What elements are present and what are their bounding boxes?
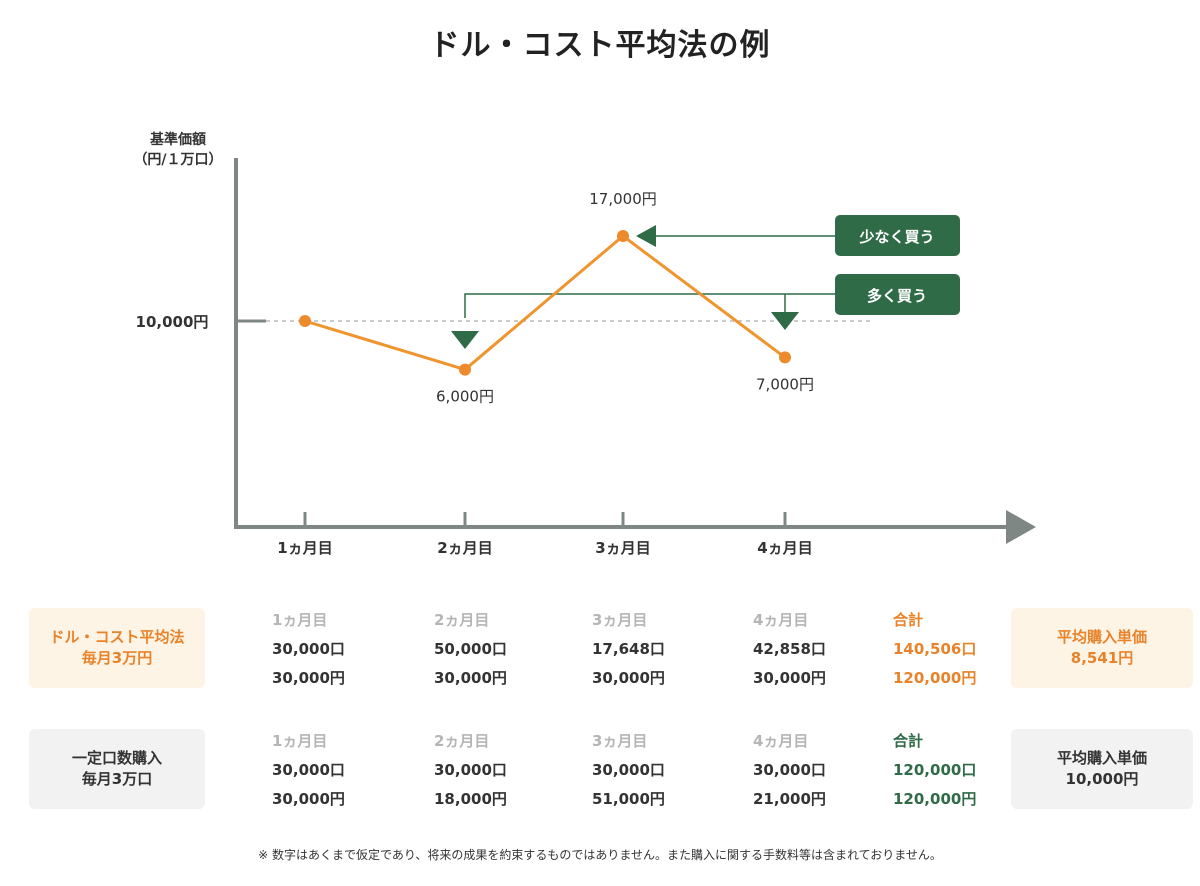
total-units: 140,506口 — [893, 640, 977, 658]
row-label-sub: 毎月3万口 — [81, 770, 153, 788]
units-cell: 42,858口 — [753, 640, 826, 658]
amount-cell: 30,000円 — [272, 669, 345, 687]
amount-cell: 30,000円 — [592, 669, 665, 687]
row-label-title: ドル・コスト平均法 — [49, 628, 185, 646]
average-price-title: 平均購入単価 — [1056, 628, 1147, 646]
table-cell-group: 4ヵ月目 30,000口 21,000円 — [753, 727, 883, 814]
units-cell: 30,000口 — [272, 640, 345, 658]
footnote: ※ 数字はあくまで仮定であり、将来の成果を約束するものではありません。また購入に… — [258, 848, 942, 862]
month-header: 3ヵ月目 — [592, 611, 648, 629]
x-axis-arrow — [1006, 510, 1036, 544]
average-price-title: 平均購入単価 — [1056, 749, 1147, 767]
table-cell-group: 2ヵ月目 30,000口 18,000円 — [434, 727, 564, 814]
units-cell: 30,000口 — [434, 761, 507, 779]
average-price-box-dollar-cost: 平均購入単価 8,541円 — [1011, 608, 1193, 688]
table-cell-group: 4ヵ月目 42,858口 30,000円 — [753, 606, 883, 693]
table-cell-group: 1ヵ月目 30,000口 30,000円 — [272, 606, 402, 693]
page-title: ドル・コスト平均法の例 — [429, 28, 771, 63]
reference-line-label: 10,000円 — [136, 313, 209, 331]
month-header: 1ヵ月目 — [272, 611, 328, 629]
data-point — [617, 230, 629, 242]
month-header: 1ヵ月目 — [272, 732, 328, 750]
y-axis-label-line-2: （円/１万口） — [133, 152, 223, 168]
data-label: 6,000円 — [436, 388, 494, 406]
amount-cell: 21,000円 — [753, 790, 826, 808]
data-point — [299, 315, 311, 327]
amount-cell: 18,000円 — [434, 790, 507, 808]
total-amount: 120,000円 — [893, 669, 977, 687]
y-axis-label-line-1: 基準価額 — [150, 132, 206, 148]
month-header: 4ヵ月目 — [753, 732, 809, 750]
average-price-value: 10,000円 — [1065, 770, 1139, 788]
table-cell-group: 3ヵ月目 30,000口 51,000円 — [592, 727, 722, 814]
data-label: 17,000円 — [589, 190, 657, 208]
table-cell-group: 3ヵ月目 17,648口 30,000円 — [592, 606, 722, 693]
amount-cell: 30,000円 — [753, 669, 826, 687]
table-cell-group: 1ヵ月目 30,000口 30,000円 — [272, 727, 402, 814]
amount-cell: 30,000円 — [434, 669, 507, 687]
row-label-dollar-cost: ドル・コスト平均法 毎月3万円 — [29, 608, 205, 688]
total-header: 合計 — [893, 611, 924, 629]
x-tick-label: 4ヵ月目 — [757, 539, 812, 557]
y-axis-label: 基準価額 （円/１万口） — [118, 130, 238, 170]
units-cell: 17,648口 — [592, 640, 665, 658]
annotation-arrowhead — [771, 312, 799, 330]
row-label-fixed-units: 一定口数購入 毎月3万口 — [29, 729, 205, 809]
total-amount: 120,000円 — [893, 790, 977, 808]
x-tick-label: 3ヵ月目 — [595, 539, 650, 557]
total-units: 120,000口 — [893, 761, 977, 779]
table-cell-group: 2ヵ月目 50,000口 30,000円 — [434, 606, 564, 693]
annotation-box — [835, 274, 960, 315]
units-cell: 50,000口 — [434, 640, 507, 658]
annotation-line — [464, 293, 838, 318]
data-point — [459, 363, 471, 376]
month-header: 2ヵ月目 — [434, 611, 490, 629]
row-label-title: 一定口数購入 — [71, 749, 162, 767]
amount-cell: 51,000円 — [592, 790, 665, 808]
average-price-value: 8,541円 — [1070, 649, 1134, 667]
month-header: 3ヵ月目 — [592, 732, 648, 750]
total-column: 合計 140,506口 120,000円 — [893, 606, 1023, 693]
annotation-arrowhead — [636, 225, 656, 247]
annotation-arrowhead — [451, 331, 479, 349]
total-column: 合計 120,000口 120,000円 — [893, 727, 1023, 814]
x-tick-label: 2ヵ月目 — [437, 539, 492, 557]
units-cell: 30,000口 — [753, 761, 826, 779]
total-header: 合計 — [893, 732, 924, 750]
data-point — [779, 351, 791, 364]
data-label: 7,000円 — [756, 375, 814, 393]
units-cell: 30,000口 — [592, 761, 665, 779]
series-line — [304, 234, 786, 372]
amount-cell: 30,000円 — [272, 790, 345, 808]
annotation-box — [835, 215, 960, 256]
units-cell: 30,000口 — [272, 761, 345, 779]
annotation-label: 少なく買う — [858, 228, 934, 246]
month-header: 4ヵ月目 — [753, 611, 809, 629]
month-header: 2ヵ月目 — [434, 732, 490, 750]
x-tick-label: 1ヵ月目 — [277, 539, 332, 557]
row-label-sub: 毎月3万円 — [81, 649, 153, 667]
average-price-box-fixed-units: 平均購入単価 10,000円 — [1011, 729, 1193, 809]
annotation-label: 多く買う — [867, 287, 927, 305]
